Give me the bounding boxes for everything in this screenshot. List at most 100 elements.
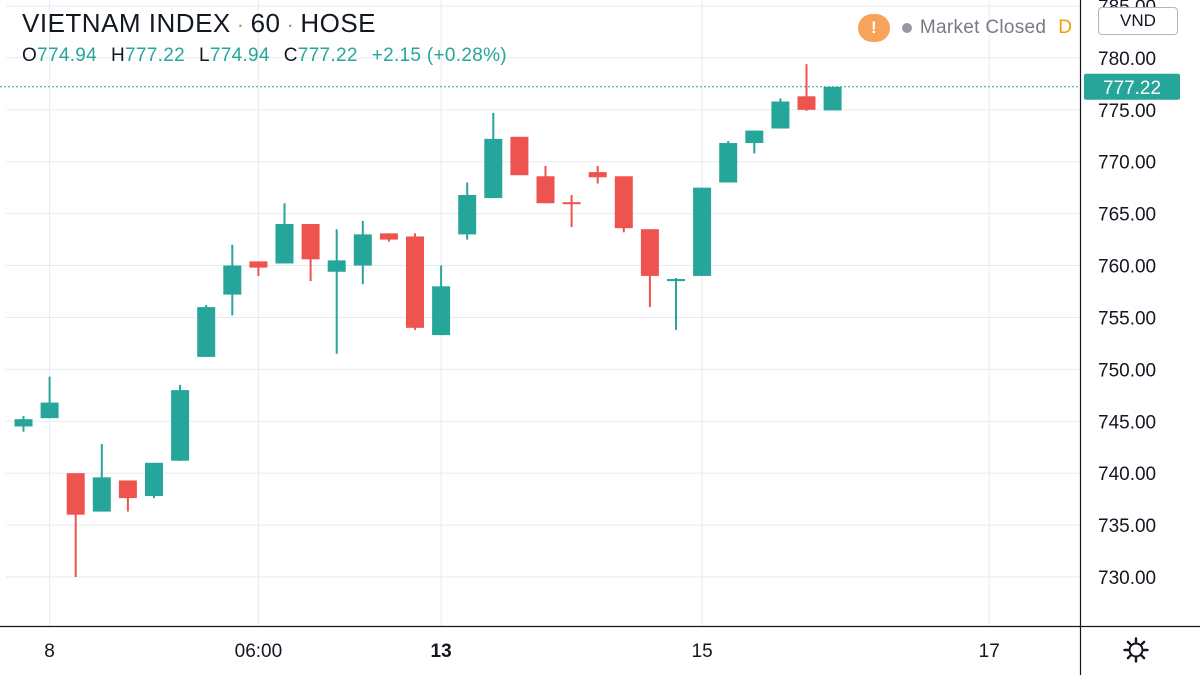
x-tick-label: 15 xyxy=(692,641,713,662)
candle-body xyxy=(275,224,294,264)
x-tick-label: 17 xyxy=(979,641,1000,662)
title-separator: · xyxy=(286,12,295,37)
candle xyxy=(614,176,633,233)
candle xyxy=(432,265,451,336)
candle xyxy=(379,233,398,242)
gear-icon xyxy=(1123,637,1149,663)
candle-body xyxy=(745,130,764,144)
candle-body xyxy=(536,176,555,204)
candle xyxy=(92,444,111,512)
y-tick-label: 765.00 xyxy=(1098,205,1156,226)
candle-body xyxy=(667,279,685,282)
candle-body xyxy=(823,86,842,111)
close-label: C xyxy=(283,45,298,66)
last-price-label: 777.22 xyxy=(1103,78,1161,99)
candle xyxy=(797,64,816,111)
candle-body xyxy=(797,96,816,110)
last-price-badge xyxy=(1084,73,1180,100)
y-tick-label: 730.00 xyxy=(1098,568,1156,589)
candle-body xyxy=(432,286,451,336)
candle-body xyxy=(719,143,738,183)
candle xyxy=(588,165,607,184)
high-value: 777.22 xyxy=(125,45,185,66)
candle-body xyxy=(771,101,790,129)
high-label: H xyxy=(111,45,126,66)
candle-body xyxy=(66,473,85,515)
candle-body xyxy=(197,307,216,357)
candle xyxy=(458,182,477,240)
candle xyxy=(745,130,764,154)
candle-body xyxy=(327,260,346,272)
open-label: O xyxy=(22,45,38,66)
x-tick-label: 13 xyxy=(431,641,452,662)
candle-body xyxy=(458,194,477,235)
candle-body xyxy=(171,390,190,461)
currency-button[interactable]: VND xyxy=(1098,7,1178,35)
y-tick-label: 780.00 xyxy=(1098,49,1156,70)
candle-body xyxy=(379,233,398,240)
candle xyxy=(823,86,842,111)
candle xyxy=(327,229,346,354)
candle-body xyxy=(223,265,242,295)
candle xyxy=(667,278,685,330)
warning-icon[interactable]: ! xyxy=(857,14,890,42)
candle-body xyxy=(14,419,33,427)
y-tick-label: 750.00 xyxy=(1098,360,1156,381)
candle xyxy=(353,220,372,285)
title-separator: · xyxy=(236,12,245,37)
candle xyxy=(14,416,33,432)
y-tick-label: 755.00 xyxy=(1098,308,1156,329)
candle-body xyxy=(353,234,372,266)
y-tick-label: 740.00 xyxy=(1098,464,1156,485)
candle-body xyxy=(693,187,712,276)
candle xyxy=(118,480,137,512)
status-dot-icon xyxy=(901,23,912,33)
x-tick-label: 8 xyxy=(44,641,55,662)
candle xyxy=(406,233,424,330)
chart-legend: VIETNAM INDEX · 60 · HOSE O774.94 H777.22 L774… xyxy=(22,8,521,67)
candle xyxy=(719,140,738,183)
candle-body xyxy=(249,261,268,268)
candle-body xyxy=(301,224,320,260)
candle xyxy=(223,244,242,316)
symbol-title: VIETNAM INDEX · 60 · HOSE xyxy=(22,8,521,39)
candle xyxy=(171,384,190,461)
candle xyxy=(197,304,216,357)
interval-badge: D xyxy=(1058,17,1072,38)
x-tick-label: 06:00 xyxy=(235,641,283,662)
candle-body xyxy=(562,202,581,205)
candle xyxy=(249,261,268,276)
settings-button[interactable] xyxy=(1118,634,1154,666)
candle xyxy=(145,462,163,499)
grid xyxy=(6,0,1080,626)
market-status-text: Market Closed xyxy=(919,17,1047,38)
candle-body xyxy=(614,176,633,229)
ohlc-values: O774.94 H777.22 L774.94 C777.22 +2.15 (+0.28… xyxy=(22,45,521,67)
exchange-label: HOSE xyxy=(300,8,377,38)
candle xyxy=(536,165,555,204)
interval-label[interactable]: 60 xyxy=(250,8,281,38)
candle-body xyxy=(92,477,111,512)
candle-body xyxy=(118,480,137,499)
candle-body xyxy=(640,229,659,276)
candle-body xyxy=(40,402,59,419)
open-value: 774.94 xyxy=(37,45,98,66)
candle xyxy=(40,376,59,419)
low-label: L xyxy=(198,45,210,66)
y-tick-label: 735.00 xyxy=(1098,516,1156,537)
candle xyxy=(562,194,581,228)
change-value: +2.15 (+0.28%) xyxy=(371,45,507,66)
symbol-name[interactable]: VIETNAM INDEX xyxy=(22,8,231,38)
candle xyxy=(275,203,294,264)
candle-body xyxy=(588,172,607,178)
close-value: 777.22 xyxy=(297,45,358,66)
y-tick-label: 770.00 xyxy=(1098,153,1156,174)
candle xyxy=(693,187,712,276)
candle xyxy=(66,473,85,577)
candle xyxy=(301,224,320,282)
candle xyxy=(640,229,659,308)
market-status: ! Market Closed D xyxy=(857,14,1072,42)
candle-body xyxy=(510,136,529,176)
